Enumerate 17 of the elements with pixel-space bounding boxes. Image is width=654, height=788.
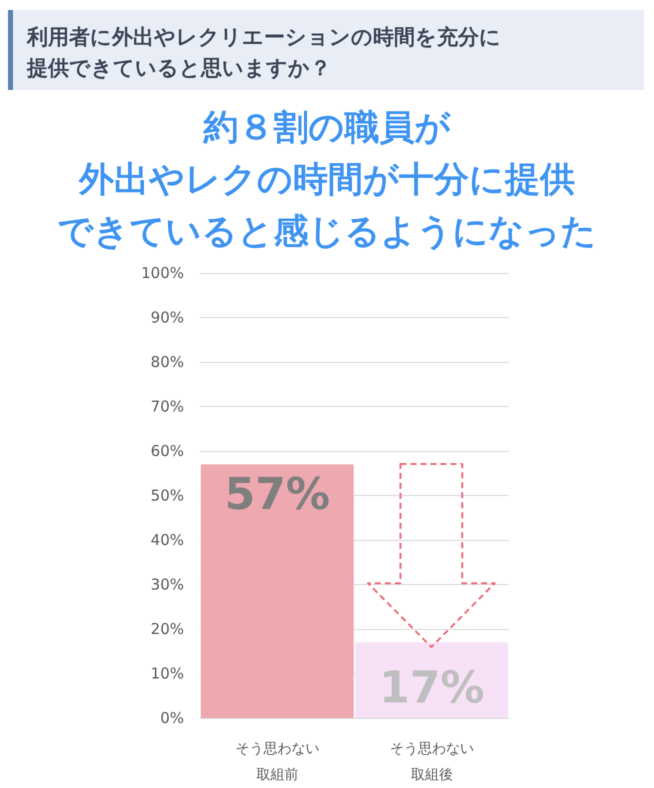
y-tick-label: 30% [150, 576, 184, 594]
y-tick-label: 10% [150, 664, 184, 682]
y-tick-label: 50% [150, 486, 184, 504]
chart-subtitle: 約８割の職員が外出やレクの時間が十分に提供できていると感じるようになった [56, 107, 598, 254]
x-tick-label: そう思わない取組後 [390, 741, 474, 783]
y-tick-label: 70% [150, 398, 184, 416]
y-tick-label: 100% [141, 264, 184, 282]
x-tick-label: そう思わない取組前 [235, 741, 320, 783]
data-label: 17% [379, 662, 484, 714]
y-tick-label: 40% [150, 531, 184, 549]
y-tick-label: 20% [150, 620, 184, 638]
y-tick-label: 80% [150, 353, 184, 371]
y-tick-label: 60% [150, 442, 184, 460]
y-tick-label: 0% [160, 709, 184, 727]
data-label: 57% [224, 468, 330, 520]
y-tick-label: 90% [150, 308, 184, 326]
chart-title: 利用者に外出やレクリエーションの時間を充分に提供できていると思いますか？ [27, 24, 502, 82]
